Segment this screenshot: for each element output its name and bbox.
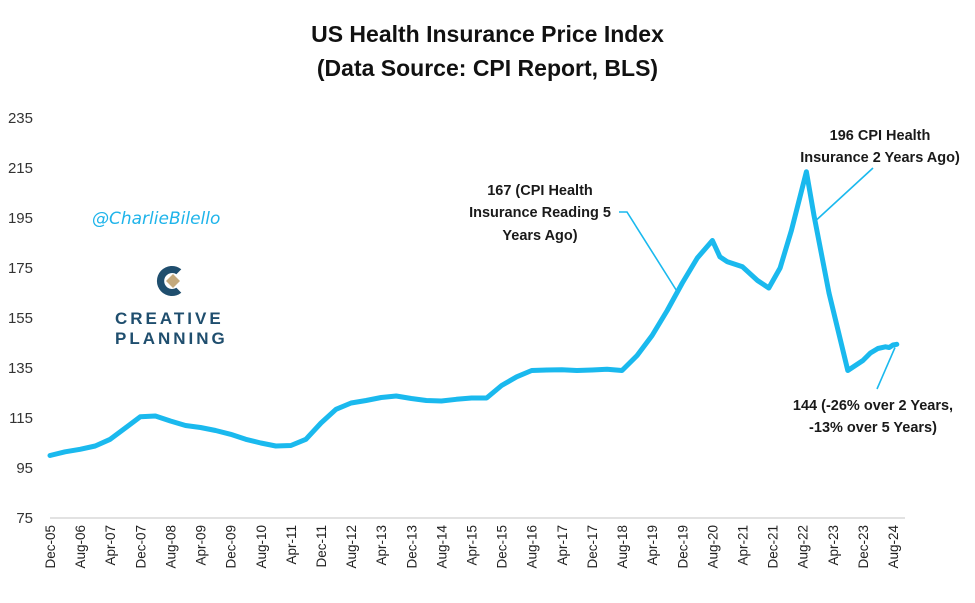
annotation-latest-text: 144 (-26% over 2 Years, bbox=[793, 398, 953, 414]
x-tick-label: Aug-08 bbox=[163, 525, 178, 569]
annotation-latest-text: -13% over 5 Years) bbox=[809, 420, 937, 436]
x-tick-label: Apr-11 bbox=[284, 525, 299, 565]
x-tick-label: Dec-19 bbox=[675, 525, 690, 569]
x-tick-label: Apr-09 bbox=[194, 525, 209, 566]
x-tick-label: Apr-15 bbox=[465, 525, 480, 566]
y-tick-label: 95 bbox=[16, 460, 33, 477]
brand-line-1: CREATIVE bbox=[115, 309, 224, 328]
x-tick-label: Dec-15 bbox=[495, 525, 510, 569]
annotation-2yr-connector bbox=[816, 167, 874, 221]
x-tick-label: Aug-24 bbox=[886, 525, 901, 569]
x-tick-label: Dec-09 bbox=[224, 525, 239, 569]
x-tick-label: Apr-19 bbox=[645, 525, 660, 566]
x-tick-label: Apr-23 bbox=[826, 525, 841, 566]
x-tick-label: Dec-21 bbox=[766, 525, 781, 569]
x-tick-label: Apr-13 bbox=[374, 525, 389, 566]
x-tick-label: Dec-07 bbox=[133, 525, 148, 569]
annotation-5yr-connector bbox=[619, 211, 678, 291]
x-tick-label: Dec-23 bbox=[856, 525, 871, 569]
brand-line-2: PLANNING bbox=[115, 329, 228, 348]
y-tick-label: 75 bbox=[16, 510, 33, 527]
chart-title: US Health Insurance Price Index bbox=[311, 21, 664, 47]
annotation-2yr-text: 196 CPI Health bbox=[830, 128, 931, 144]
x-tick-label: Aug-10 bbox=[254, 525, 269, 569]
annotation-5yr-text: Years Ago) bbox=[502, 228, 577, 244]
x-tick-label: Aug-18 bbox=[615, 525, 630, 569]
y-tick-label: 155 bbox=[8, 310, 33, 327]
y-tick-label: 135 bbox=[8, 360, 33, 377]
x-tick-label: Dec-05 bbox=[43, 525, 58, 569]
chart-subtitle: (Data Source: CPI Report, BLS) bbox=[316, 55, 659, 81]
x-tick-label: Apr-17 bbox=[555, 525, 570, 566]
x-tick-label: Aug-12 bbox=[344, 525, 359, 569]
x-tick-label: Dec-11 bbox=[314, 525, 329, 568]
x-tick-label: Aug-14 bbox=[434, 525, 449, 569]
creative-planning-logo: CREATIVE PLANNING bbox=[115, 266, 228, 348]
annotation-2yr-text: Insurance 2 Years Ago) bbox=[800, 150, 960, 166]
x-tick-label: Aug-20 bbox=[705, 525, 720, 569]
y-tick-label: 215 bbox=[8, 160, 33, 177]
x-tick-label: Aug-22 bbox=[796, 525, 811, 569]
annotation-5yr-text: 167 (CPI Health bbox=[487, 183, 593, 199]
x-tick-label: Apr-21 bbox=[735, 525, 750, 566]
x-axis: Dec-05 Aug-06 Apr-07 Dec-07 Aug-08 Apr-09 Dec-… bbox=[43, 525, 901, 569]
x-tick-label: Apr-07 bbox=[103, 525, 118, 566]
annotation-5yr-text: Insurance Reading 5 bbox=[469, 205, 611, 221]
y-tick-label: 175 bbox=[8, 260, 33, 277]
annotation-latest-connector bbox=[876, 347, 896, 390]
series-line-health-insurance-cpi bbox=[47, 169, 900, 458]
x-tick-label: Aug-16 bbox=[525, 525, 540, 569]
x-tick-label: Dec-17 bbox=[585, 525, 600, 569]
x-tick-label: Aug-06 bbox=[73, 525, 88, 569]
y-tick-label: 195 bbox=[8, 210, 33, 227]
y-tick-label: 115 bbox=[9, 410, 33, 427]
y-tick-label: 235 bbox=[8, 110, 33, 127]
logo-c-icon bbox=[156, 266, 182, 297]
y-axis: 75 95 115 135 155 175 195 215 235 bbox=[8, 110, 33, 527]
annotations: 167 (CPI Health Insurance Reading 5 Years … bbox=[469, 128, 960, 436]
watermark-handle: @CharlieBilello bbox=[92, 209, 220, 229]
x-tick-label: Dec-13 bbox=[404, 525, 419, 569]
